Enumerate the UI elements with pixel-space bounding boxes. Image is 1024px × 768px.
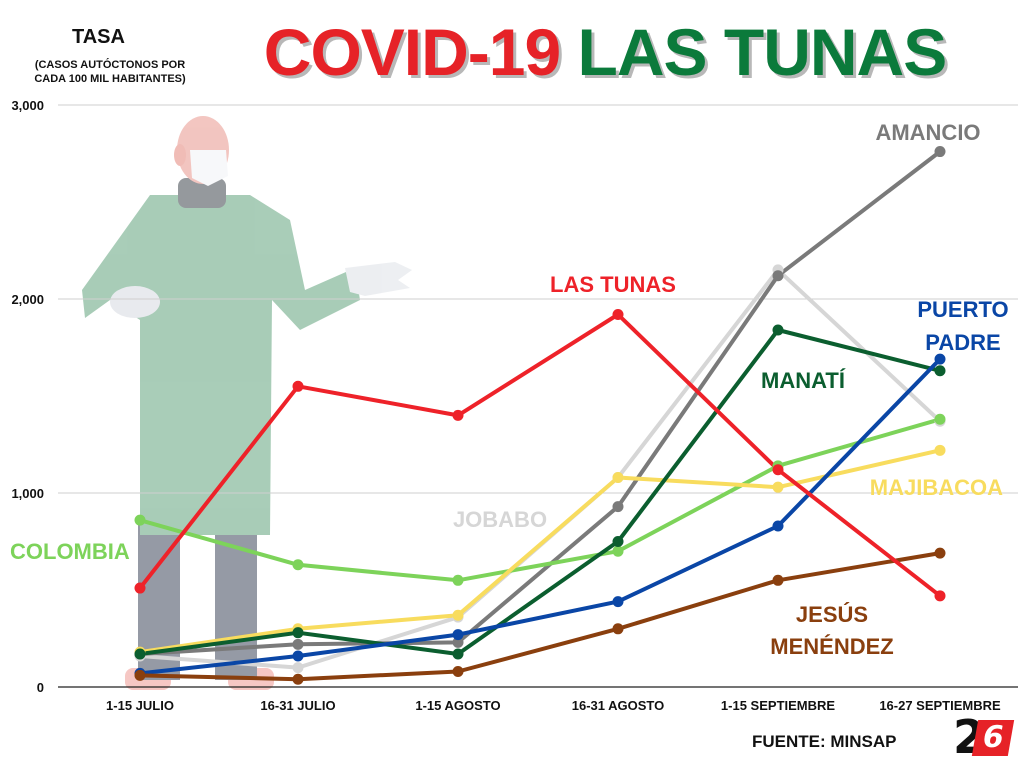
data-point-majibacoa	[772, 481, 784, 493]
y-tick-label: 2,000	[11, 292, 44, 307]
data-point-las-tunas	[452, 409, 464, 421]
logo-26: 2 6	[953, 710, 1015, 764]
data-point-puerto-padre	[452, 629, 464, 641]
series-points	[134, 146, 946, 685]
data-point-amancio	[934, 146, 946, 158]
y-tick-label: 0	[37, 680, 44, 695]
data-point-amancio	[772, 270, 784, 282]
data-point-puerto-padre	[292, 650, 304, 662]
series-labels: JOBABO AMANCIO COLOMBIA MAJIBACOA MANATÍ PUER…	[10, 120, 1009, 659]
y-axis-subtitle: (CASOS AUTÓCTONOS POR CADA 100 MIL HABIT…	[34, 59, 186, 85]
data-point-colombia	[292, 559, 304, 571]
data-point-majibacoa	[452, 609, 464, 621]
axes: 0 1,000 2,000 3,000 1-15 JULIO 16-31 JULIO 1-1…	[11, 98, 1018, 713]
data-point-jesus-menendez	[934, 547, 946, 559]
y-tick-label: 1,000	[11, 486, 44, 501]
data-point-manati	[452, 648, 464, 660]
data-point-puerto-padre	[934, 353, 946, 365]
title-covid: COVID-19	[263, 15, 561, 89]
data-point-manati	[612, 536, 624, 547]
data-point-jesus-menendez	[772, 574, 784, 586]
series-label-las-tunas: LAS TUNAS	[550, 272, 676, 297]
data-point-colombia	[452, 574, 464, 586]
data-point-jesus-menendez	[452, 665, 464, 677]
title-las-tunas: LAS TUNAS	[577, 15, 948, 89]
series-label-manati: MANATÍ	[761, 368, 846, 393]
data-point-jesus-menendez	[134, 669, 146, 681]
series-label-puerto-padre: PUERTO PADRE	[917, 297, 1008, 355]
data-point-amancio	[452, 636, 464, 648]
series-line-amancio	[138, 149, 942, 656]
grid	[58, 104, 1018, 494]
health-worker-illustration	[82, 116, 412, 690]
data-point-las-tunas	[772, 464, 784, 476]
data-point-amancio	[612, 501, 624, 513]
chart-title: COVID-19 LAS TUNAS	[0, 14, 1024, 90]
x-tick-label: 1-15 JULIO	[106, 698, 174, 713]
series-line-majibacoa	[138, 448, 942, 655]
source-note: FUENTE: MINSAP	[752, 732, 897, 751]
series-label-amancio: AMANCIO	[875, 120, 980, 145]
data-point-las-tunas	[612, 309, 624, 321]
series-label-jobabo: JOBABO	[453, 507, 547, 532]
series-line-las-tunas	[138, 312, 942, 598]
data-point-manati	[772, 324, 784, 336]
data-point-majibacoa	[934, 444, 946, 456]
data-point-puerto-padre	[772, 520, 784, 532]
series-label-jesus-menendez: JESÚS MENÉNDEZ	[770, 602, 893, 659]
data-point-manati	[134, 648, 146, 660]
logo-digit-6: 6	[971, 720, 1015, 756]
x-tick-label: 16-31 JULIO	[260, 698, 335, 713]
series-label-majibacoa: MAJIBACOA	[870, 475, 1003, 500]
data-point-manati	[934, 365, 946, 377]
series-line-jesus-menendez	[138, 551, 942, 682]
data-point-las-tunas	[934, 590, 946, 602]
y-axis-title: TASA	[72, 26, 125, 48]
x-tick-label: 1-15 AGOSTO	[415, 698, 500, 713]
data-point-puerto-padre	[612, 596, 624, 608]
series-line-colombia	[138, 417, 942, 583]
x-tick-label: 16-31 AGOSTO	[572, 698, 664, 713]
data-point-colombia	[934, 413, 946, 425]
y-tick-label: 3,000	[11, 98, 44, 113]
data-point-colombia	[134, 514, 146, 526]
series-line-manati	[138, 328, 942, 656]
data-point-las-tunas	[134, 582, 146, 594]
data-point-colombia	[612, 545, 624, 557]
data-point-majibacoa	[612, 471, 624, 483]
x-tick-label: 16-27 SEPTIEMBRE	[879, 698, 1001, 713]
data-point-jobabo	[292, 662, 304, 674]
series-line-puerto-padre	[138, 357, 942, 676]
series-label-colombia: COLOMBIA	[10, 539, 130, 564]
data-point-amancio	[292, 638, 304, 650]
data-point-manati	[292, 627, 304, 639]
series-lines	[138, 149, 942, 682]
data-point-jesus-menendez	[612, 623, 624, 635]
data-point-jesus-menendez	[292, 673, 304, 685]
x-tick-label: 1-15 SEPTIEMBRE	[721, 698, 835, 713]
data-point-las-tunas	[292, 380, 304, 392]
